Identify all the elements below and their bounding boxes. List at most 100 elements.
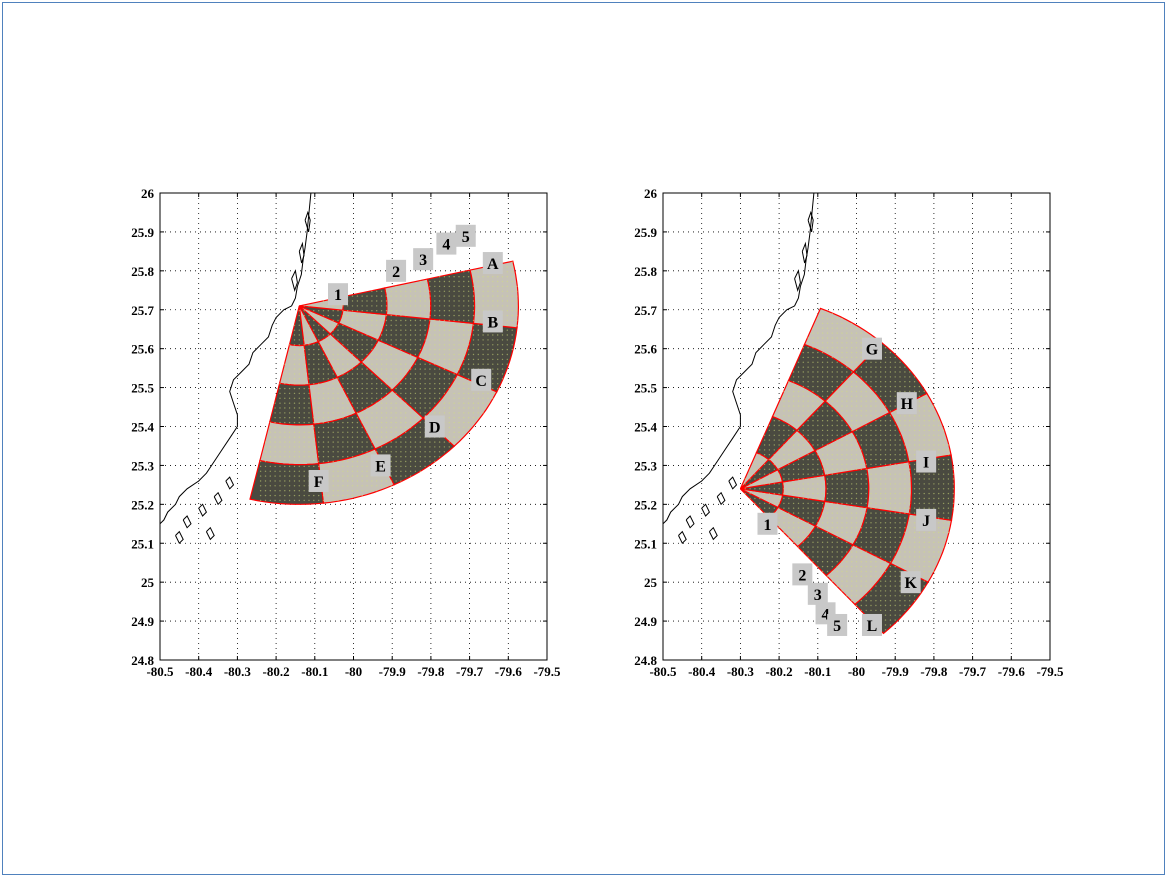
radial-label-box xyxy=(916,450,937,473)
y-tick-label: 25.1 xyxy=(634,536,657,551)
island-outline xyxy=(708,526,718,541)
ring-label-box xyxy=(436,232,457,255)
x-tick-label: -80.1 xyxy=(804,664,831,679)
radial-label-l: L xyxy=(867,618,878,635)
x-tick-label: -80.3 xyxy=(727,664,755,679)
radial-label-box xyxy=(900,571,921,594)
ring-label-3: 3 xyxy=(419,252,427,269)
radial-label-i: I xyxy=(923,455,929,472)
y-tick-label: 25 xyxy=(644,575,658,590)
ring-label-2: 2 xyxy=(392,264,400,281)
island-outline xyxy=(728,476,738,490)
island-outline xyxy=(213,491,223,506)
x-tick-label: -80.5 xyxy=(146,664,174,679)
radial-label-box xyxy=(482,252,503,275)
y-tick-label: 25.3 xyxy=(634,458,657,473)
island-outline xyxy=(205,526,215,541)
x-tick-label: -80.4 xyxy=(688,664,716,679)
x-tick-label: -79.6 xyxy=(495,664,523,679)
island-outline xyxy=(225,476,235,490)
ring-label-box xyxy=(455,224,476,247)
x-tick-label: -79.5 xyxy=(533,664,561,679)
radial-label-box xyxy=(482,310,503,333)
y-tick-label: 25.9 xyxy=(634,225,657,240)
radial-label-box xyxy=(916,508,937,531)
radial-label-b: B xyxy=(487,314,498,331)
radial-label-box xyxy=(308,469,329,492)
ring-label-3: 3 xyxy=(814,587,822,604)
radial-label-box xyxy=(370,454,391,477)
ring-label-2: 2 xyxy=(798,567,806,584)
sector-dots xyxy=(259,261,518,502)
y-tick-label: 25.3 xyxy=(131,458,154,473)
island-outline xyxy=(807,210,814,233)
ring-label-box xyxy=(807,582,828,605)
y-tick-label: 25.1 xyxy=(131,536,154,551)
x-tick-label: -80.2 xyxy=(766,664,793,679)
sector-cell xyxy=(469,260,520,329)
ring-label-box xyxy=(386,259,407,282)
coastline xyxy=(160,193,312,545)
radial-label-d: D xyxy=(429,420,441,437)
island-outline xyxy=(701,503,711,517)
x-tick-label: -80.4 xyxy=(185,664,213,679)
y-tick-label: 25.9 xyxy=(131,225,154,240)
x-tick-label: -79.7 xyxy=(456,664,484,679)
ring-label-5: 5 xyxy=(833,618,841,635)
island-outline xyxy=(304,210,311,233)
y-tick-label: 24.9 xyxy=(634,614,657,629)
ring-label-box xyxy=(827,613,848,636)
island-outline xyxy=(794,269,801,293)
radial-label-k: K xyxy=(904,575,917,592)
island-outline xyxy=(175,530,184,545)
radial-label-box xyxy=(896,392,917,415)
y-tick-label: 25.2 xyxy=(131,497,154,512)
coastline-path xyxy=(160,193,312,525)
x-tick-label: -79.7 xyxy=(959,664,987,679)
radial-label-g: G xyxy=(866,342,879,359)
left-map: -80.5 -80.4 -80.3 -80.2 -80.1 -80 -79.9 -79.8 -7… xyxy=(131,186,561,679)
ring-label-box xyxy=(792,563,813,586)
island-outline xyxy=(716,491,726,506)
island-outline xyxy=(685,515,695,529)
y-tick-label: 25.5 xyxy=(131,381,154,396)
x-tick-label: -79.9 xyxy=(379,664,407,679)
y-tick-label: 25.7 xyxy=(634,303,657,318)
right-map: -80.5 -80.4 -80.3 -80.2 -80.1 -80 -79.9 -79.8 -7… xyxy=(634,186,1064,679)
x-tick-label: -80.5 xyxy=(649,664,677,679)
ring-label-5: 5 xyxy=(462,229,470,246)
ring-label-box xyxy=(328,283,349,306)
y-tick-label: 25.8 xyxy=(634,264,657,279)
radial-label-c: C xyxy=(475,373,487,390)
island-outline xyxy=(298,241,305,264)
ring-label-4: 4 xyxy=(822,606,830,623)
sector-cell xyxy=(259,421,320,466)
island-outline xyxy=(182,515,192,529)
sector-grid xyxy=(739,307,955,635)
sector-dots xyxy=(744,312,954,631)
x-tick-label: -79.8 xyxy=(417,664,445,679)
y-tick-label: 25.7 xyxy=(131,303,154,318)
island-outline xyxy=(678,530,687,545)
y-tick-label: 25.2 xyxy=(634,497,657,512)
x-tick-label: -79.9 xyxy=(882,664,910,679)
y-tick-label: 26 xyxy=(644,186,658,201)
radial-label-f: F xyxy=(314,474,324,491)
x-tick-label: -80.2 xyxy=(263,664,290,679)
ticks xyxy=(159,192,548,661)
x-tick-label: -80 xyxy=(345,664,362,679)
ring-label-box xyxy=(757,512,778,535)
coastline xyxy=(663,193,815,545)
ring-label-1: 1 xyxy=(763,517,771,534)
y-tick-label: 25.4 xyxy=(131,420,154,435)
radial-label-h: H xyxy=(901,396,914,413)
x-tick-label: -79.8 xyxy=(920,664,948,679)
island-outline xyxy=(801,241,808,264)
ring-label-1: 1 xyxy=(334,287,342,304)
island-outline xyxy=(198,503,208,517)
island-outline xyxy=(291,269,298,293)
y-tick-label: 25.5 xyxy=(634,381,657,396)
x-tick-label: -80 xyxy=(848,664,865,679)
